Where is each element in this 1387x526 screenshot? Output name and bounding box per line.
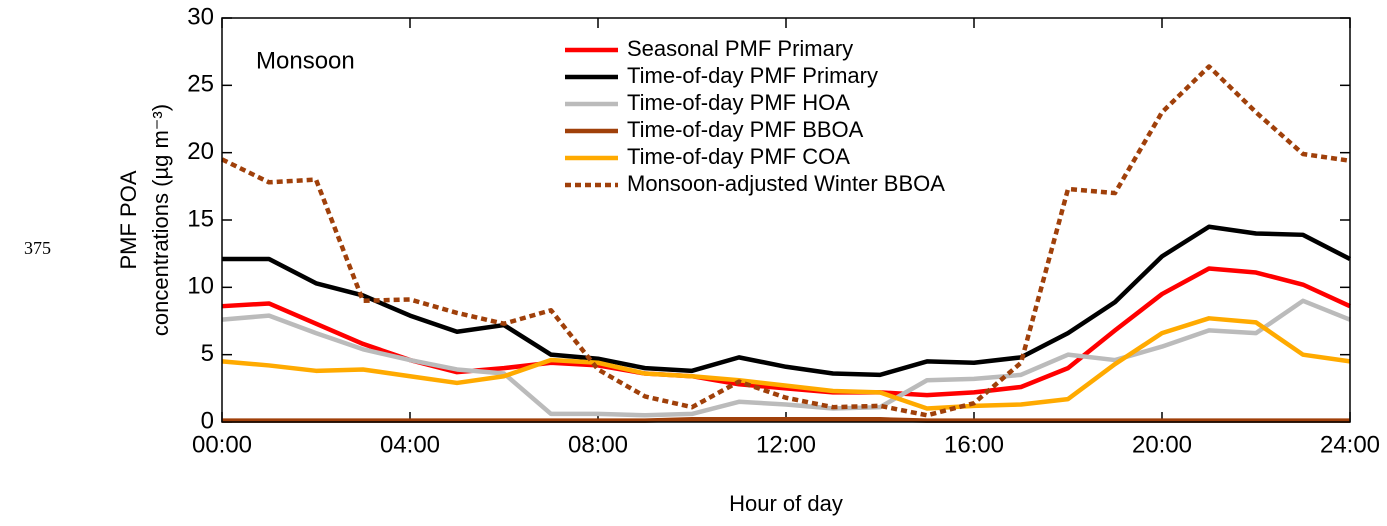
x-axis-label: Hour of day: [729, 491, 843, 516]
side-label: 375: [24, 238, 51, 258]
series-line: [221, 298, 1351, 418]
x-tick-label: 12:00: [756, 431, 816, 458]
series-line: [221, 64, 1351, 418]
y-tick-label: 0: [201, 407, 214, 434]
x-tick-label: 16:00: [944, 431, 1004, 458]
series-line: [222, 224, 1352, 378]
legend-label: Seasonal PMF Primary: [627, 36, 853, 61]
annotation: Monsoon: [256, 47, 355, 74]
legend-label: Time-of-day PMF HOA: [627, 90, 850, 115]
x-tick-label: 20:00: [1132, 431, 1192, 458]
series-line: [221, 266, 1351, 398]
y-tick-label: 5: [201, 340, 214, 367]
y-axis-label: concentrations (µg m⁻³): [148, 104, 173, 336]
y-tick-label: 15: [187, 205, 214, 232]
legend-label: Time-of-day PMF Primary: [627, 63, 878, 88]
legend-label: Time-of-day PMF BBOA: [627, 117, 864, 142]
y-tick-label: 30: [187, 3, 214, 30]
x-tick-label: 24:00: [1320, 431, 1380, 458]
series-line: [222, 417, 1350, 423]
series-line: [221, 316, 1351, 411]
legend-label: Time-of-day PMF COA: [627, 144, 850, 169]
y-axis-label: PMF POA: [116, 170, 141, 269]
y-tick-label: 25: [187, 71, 214, 98]
y-tick-label: 20: [187, 138, 214, 165]
legend-label: Monsoon-adjusted Winter BBOA: [627, 171, 945, 196]
plot-frame: [221, 17, 1351, 423]
x-tick-label: 04:00: [380, 431, 440, 458]
x-tick-label: 08:00: [568, 431, 628, 458]
y-tick-label: 10: [187, 273, 214, 300]
x-tick-label: 00:00: [192, 431, 252, 458]
